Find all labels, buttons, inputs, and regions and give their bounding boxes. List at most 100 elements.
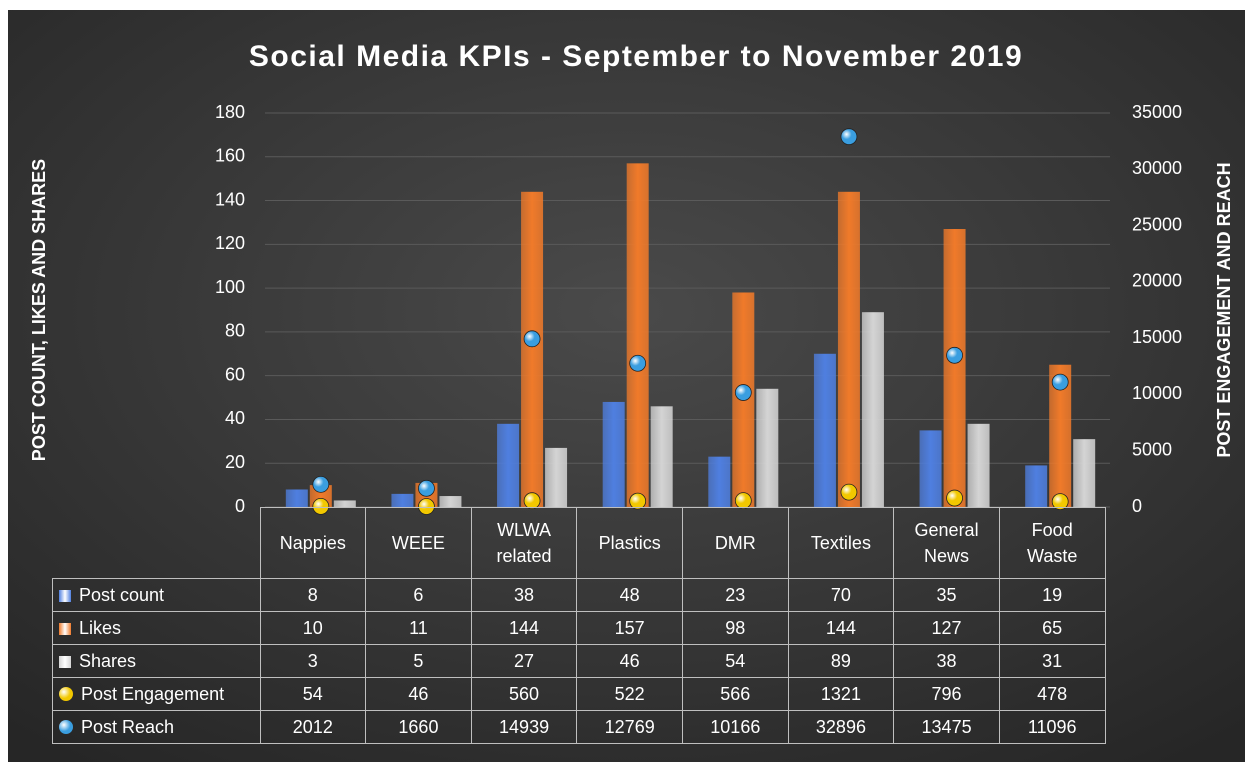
- table-row: Post count 8 6 38 48 23 70 35 19: [52, 578, 1106, 612]
- table-value: 98: [682, 611, 789, 645]
- y2-tick-label: 35000: [1132, 102, 1182, 122]
- bar: [943, 229, 966, 507]
- category-label: Food Waste: [1027, 520, 1078, 566]
- table-value: 6: [365, 578, 472, 612]
- bar: [1025, 465, 1048, 507]
- table-value: 10: [259, 611, 367, 645]
- table-value: 89: [787, 644, 895, 678]
- category-cell: Nappies: [259, 507, 367, 579]
- legend-key: [59, 719, 73, 734]
- y2-tick-label: 20000: [1132, 271, 1182, 291]
- table-value: 2012: [259, 710, 367, 744]
- table-value: 144: [470, 611, 578, 645]
- table-value: 46: [576, 644, 683, 678]
- table-value: 23: [682, 578, 789, 612]
- y-tick-label: 60: [225, 364, 245, 384]
- table-value: 157: [576, 611, 683, 645]
- table-value: 144: [787, 611, 895, 645]
- table-value: 796: [893, 677, 1000, 711]
- bar: [626, 163, 649, 507]
- legend-label: Post Engagement: [81, 683, 225, 704]
- y-tick-label: 140: [215, 189, 245, 209]
- table-value: 1660: [365, 710, 472, 744]
- table-value: 38: [893, 644, 1000, 678]
- row-label: Post Engagement: [52, 677, 261, 711]
- legend-key: [59, 589, 71, 602]
- marker: [946, 346, 963, 364]
- y2-tick-label: 5000: [1132, 439, 1172, 459]
- table-value: 46: [365, 677, 472, 711]
- table-value: 522: [576, 677, 683, 711]
- marker: [418, 479, 435, 497]
- y2-axis-label: POST ENGAGEMENT AND REACH: [1214, 162, 1234, 457]
- y2-tick-label: 30000: [1132, 158, 1182, 178]
- marker: [840, 483, 858, 501]
- data-table: Nappies WEEE WLWA related Plastics DMR Textil…: [52, 507, 1106, 744]
- table-value: 3: [259, 644, 367, 678]
- y-tick-label: 180: [215, 102, 245, 122]
- category-label: WLWA related: [496, 520, 552, 566]
- marker: [629, 354, 647, 372]
- y-tick-label: 160: [215, 146, 245, 166]
- y-tick-label: 0: [235, 496, 245, 516]
- table-value: 54: [682, 644, 789, 678]
- bar: [521, 191, 544, 508]
- bar: [1073, 439, 1096, 507]
- row-label: Likes: [52, 611, 261, 645]
- bar: [837, 191, 860, 508]
- bar: [545, 447, 568, 507]
- y-tick-label: 120: [215, 233, 245, 253]
- y-axis-label: POST COUNT, LIKES AND SHARES: [29, 159, 49, 461]
- table-header-row: Nappies WEEE WLWA related Plastics DMR Textil…: [52, 507, 1106, 579]
- table-row: Post Reach 2012 1660 14939 12769 10166 32896 13…: [52, 710, 1106, 744]
- table-value: 5: [365, 644, 472, 678]
- category-label: WEEE: [391, 533, 445, 553]
- marker: [946, 489, 963, 507]
- table-value: 32896: [787, 710, 895, 744]
- legend-key: [59, 686, 73, 701]
- table-value: 11096: [998, 710, 1106, 744]
- table-value: 1321: [787, 677, 895, 711]
- marker: [840, 128, 858, 146]
- table-value: 54: [259, 677, 367, 711]
- table-row: Likes 10 11 144 157 98 144 127 65: [52, 611, 1106, 645]
- marker: [1051, 373, 1069, 391]
- category-cell: DMR: [682, 507, 789, 579]
- y-tick-label: 80: [225, 321, 245, 341]
- marker: [734, 384, 752, 401]
- bar: [919, 430, 942, 507]
- bar: [391, 493, 414, 507]
- table-value: 35: [893, 578, 1000, 612]
- table-value: 8: [259, 578, 367, 612]
- y-tick-label: 40: [225, 408, 245, 428]
- category-label: DMR: [714, 533, 756, 553]
- legend-label: Post count: [79, 584, 165, 605]
- table-row: Shares 3 5 27 46 54 89 38 31: [52, 644, 1106, 678]
- category-cell: WEEE: [365, 507, 472, 579]
- bar: [861, 312, 884, 507]
- category-label: Textiles: [810, 533, 871, 553]
- table-value: 127: [893, 611, 1000, 645]
- table-value: 19: [998, 578, 1106, 612]
- bar: [708, 456, 731, 507]
- category-cell: WLWA related: [470, 507, 578, 579]
- table-value: 38: [470, 578, 578, 612]
- row-label: Post count: [52, 578, 261, 612]
- table-value: 48: [576, 578, 683, 612]
- marker: [312, 475, 330, 493]
- table-value: 70: [787, 578, 895, 612]
- category-label: Plastics: [598, 533, 661, 553]
- y2-tick-label: 10000: [1132, 383, 1182, 403]
- table-value: 31: [998, 644, 1106, 678]
- row-label: Post Reach: [52, 710, 261, 744]
- category-cell: Food Waste: [998, 507, 1106, 579]
- table-value: 11: [365, 611, 472, 645]
- table-value: 560: [470, 677, 578, 711]
- legend-key: [59, 622, 71, 635]
- y2-tick-label: 0: [1132, 496, 1142, 516]
- table-value: 65: [998, 611, 1106, 645]
- legend-label: Likes: [79, 617, 122, 638]
- table-value: 27: [470, 644, 578, 678]
- y2-tick-label: 25000: [1132, 214, 1182, 234]
